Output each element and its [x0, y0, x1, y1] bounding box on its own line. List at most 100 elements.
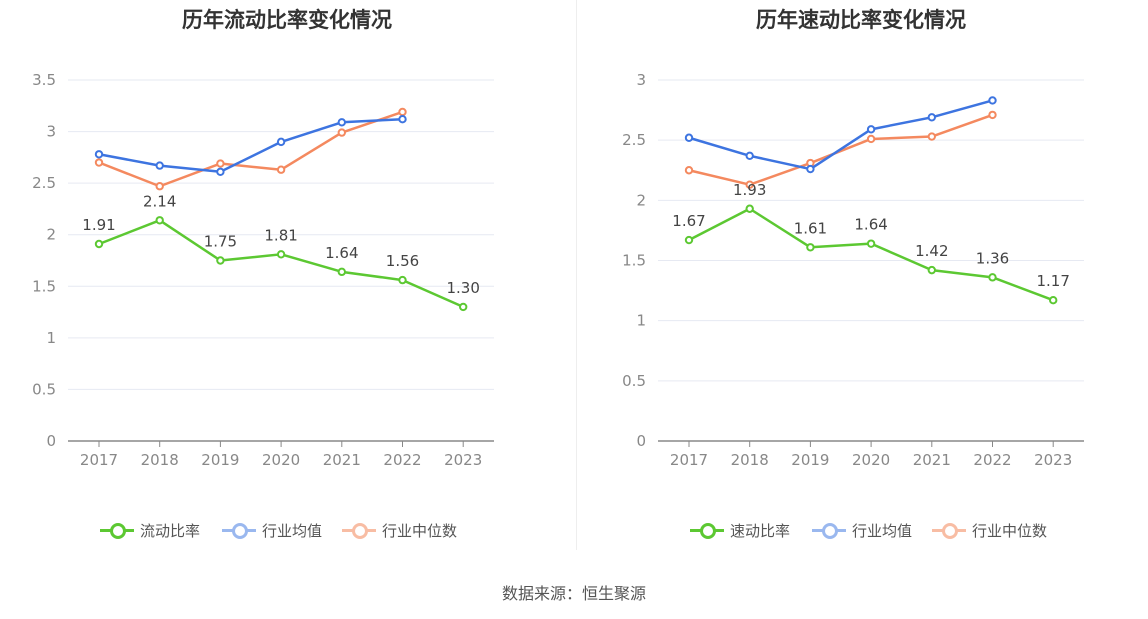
x-tick-label: 2021 [913, 451, 951, 469]
chart-title: 历年流动比率变化情况 [182, 8, 392, 32]
series-line [688, 113, 993, 186]
data-point [398, 275, 407, 285]
data-label: 1.64 [854, 216, 887, 234]
x-tick-label: 2023 [1034, 451, 1072, 469]
data-point [155, 216, 164, 225]
y-tick-label: 0 [636, 432, 646, 450]
data-point [337, 118, 346, 127]
legend-item-industry-mean[interactable]: 行业均值 [222, 518, 322, 542]
data-label: 1.91 [82, 216, 115, 234]
y-tick-label: 1 [46, 329, 56, 347]
legend-item-industry-median[interactable]: 行业中位数 [932, 518, 1047, 542]
y-tick-label: 3.5 [32, 71, 56, 89]
y-tick-label: 1.5 [32, 277, 56, 295]
data-point [684, 133, 694, 142]
x-tick-label: 2022 [383, 451, 421, 469]
y-tick-label: 0.5 [32, 380, 56, 398]
legend-item-industry-median[interactable]: 行业中位数 [342, 518, 457, 542]
data-label: 1.56 [386, 252, 419, 270]
chart-panel-quick-ratio: 历年速动比率变化情况 0 0.5 1 1.5 2 2.5 3 2017 2018 2019 2020… [574, 0, 1148, 560]
data-point [927, 113, 936, 122]
data-label: 1.42 [915, 242, 948, 260]
y-tick-label: 3 [46, 123, 56, 141]
y-tick-label: 0 [46, 432, 56, 450]
x-tick-label: 2020 [262, 451, 300, 469]
y-tick-label: 2.5 [32, 174, 56, 192]
data-point [216, 256, 225, 265]
data-label: 1.75 [204, 233, 237, 251]
data-point [806, 164, 815, 174]
legend-label: 行业均值 [852, 521, 913, 540]
data-point [94, 239, 104, 249]
x-tick-label: 2019 [791, 451, 829, 469]
series-line [98, 117, 403, 174]
data-point [988, 273, 997, 282]
legend-item-industry-mean[interactable]: 行业均值 [812, 518, 912, 542]
data-point [806, 243, 815, 252]
legend-item-quick-ratio[interactable]: 速动比率 [690, 518, 790, 542]
legend-label: 流动比率 [140, 521, 201, 540]
data-point [745, 151, 754, 161]
x-tick-label: 2021 [323, 451, 361, 469]
data-source: 数据来源：恒生聚源 [501, 584, 646, 603]
data-point [94, 150, 104, 159]
data-point [745, 204, 754, 213]
data-label: 1.64 [325, 244, 358, 262]
current-ratio-chart: 0 0.5 1 1.5 2 2.5 3 3.5 2017 2018 2019 2020 2021 2022… [32, 71, 494, 469]
chart-title: 历年速动比率变化情况 [756, 8, 966, 32]
series-line [98, 110, 403, 188]
x-tick-label: 2020 [852, 451, 890, 469]
data-label: 1.67 [672, 212, 705, 230]
series-line [688, 99, 993, 171]
data-point [684, 235, 694, 245]
data-point [94, 158, 104, 167]
data-point [927, 265, 936, 275]
legend-label: 行业中位数 [972, 521, 1048, 540]
data-point [684, 166, 694, 175]
data-point [276, 137, 286, 147]
y-tick-label: 2 [46, 226, 56, 244]
y-tick-label: 0.5 [622, 372, 646, 390]
y-tick-label: 2.5 [622, 131, 646, 149]
x-tick-label: 2018 [731, 451, 769, 469]
y-tick-label: 1 [636, 312, 646, 330]
data-point [1049, 296, 1058, 305]
data-point [866, 125, 876, 134]
data-point [398, 114, 407, 124]
data-point [459, 302, 468, 312]
chart-panel-current-ratio: 历年流动比率变化情况 0 0.5 1 1.5 2 2.5 3 3.5 2017 2018 2019 2… [0, 0, 574, 560]
x-tick-label: 2017 [670, 451, 708, 469]
legend-item-current-ratio[interactable]: 流动比率 [100, 518, 200, 542]
legend-marker [342, 518, 376, 542]
x-tick-label: 2018 [141, 451, 179, 469]
data-point [337, 128, 346, 137]
legend-marker [100, 518, 134, 542]
data-label: 1.36 [976, 249, 1009, 267]
data-point [866, 134, 876, 144]
legend-marker [690, 518, 724, 542]
x-tick-label: 2023 [444, 451, 482, 469]
data-label: 2.14 [143, 192, 176, 210]
data-point [988, 110, 997, 120]
legend-marker [932, 518, 966, 542]
data-label: 1.93 [733, 181, 766, 199]
y-tick-label: 3 [636, 71, 646, 89]
data-point [276, 165, 286, 174]
legend-label: 速动比率 [730, 521, 791, 540]
data-point [866, 239, 876, 248]
data-point [337, 267, 346, 277]
panel-divider [576, 0, 577, 550]
data-point [988, 96, 997, 105]
legend-label: 行业中位数 [382, 521, 458, 540]
data-point [276, 250, 286, 259]
y-tick-label: 1.5 [622, 252, 646, 270]
y-tick-label: 2 [636, 191, 646, 209]
legend-marker [222, 518, 256, 542]
legend: 速动比率 行业均值 行业中位数 [574, 518, 1148, 542]
data-point [155, 182, 164, 191]
data-point [398, 107, 407, 117]
data-label: 1.61 [794, 219, 827, 237]
data-point [216, 167, 225, 176]
data-point [155, 161, 164, 170]
legend-marker [812, 518, 846, 542]
